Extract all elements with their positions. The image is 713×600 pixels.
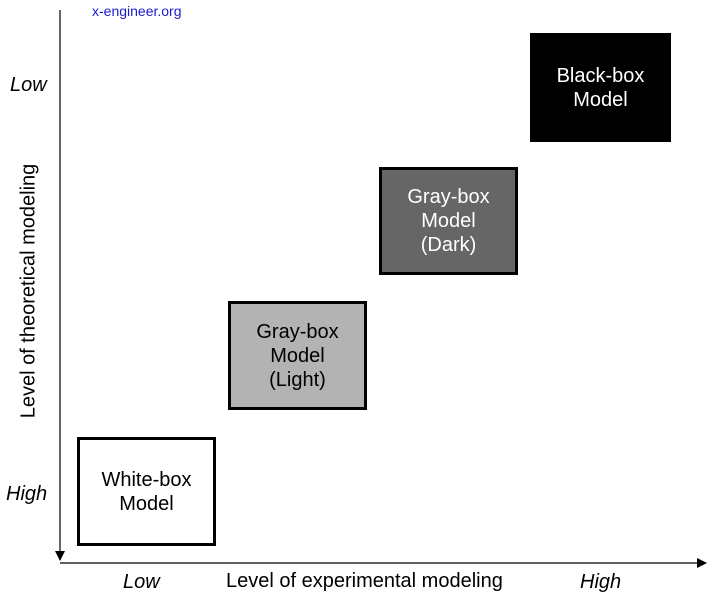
black-box-model: Black-box Model: [530, 33, 671, 142]
box-label-line: Model: [421, 210, 476, 232]
box-label-line: Model: [119, 492, 174, 515]
box-label-line: Gray-box: [407, 186, 490, 208]
box-label-line: Model: [573, 88, 628, 111]
gray-box-model-dark: Gray-box Model (Dark): [379, 167, 518, 275]
y-axis-title: Level of theoretical modeling: [17, 163, 40, 419]
x-axis-left-label: Low: [123, 571, 160, 593]
box-label-line: (Dark): [420, 234, 477, 256]
box-label-line: Black-box: [556, 64, 645, 87]
box-label-line: Model: [270, 344, 325, 367]
white-box-model: White-box Model: [77, 437, 216, 546]
box-label-line: White-box: [101, 468, 192, 491]
box-label-line: Gray-box: [256, 320, 339, 343]
gray-box-model-light: Gray-box Model (Light): [228, 301, 367, 410]
watermark-link[interactable]: x-engineer.org: [92, 3, 182, 19]
x-axis-right-label: High: [580, 571, 622, 593]
y-axis-top-label: Low: [10, 74, 47, 96]
box-label-line: (Light): [269, 368, 326, 391]
x-axis-title: Level of experimental modeling: [226, 570, 503, 592]
y-axis-bottom-label: High: [6, 483, 48, 505]
